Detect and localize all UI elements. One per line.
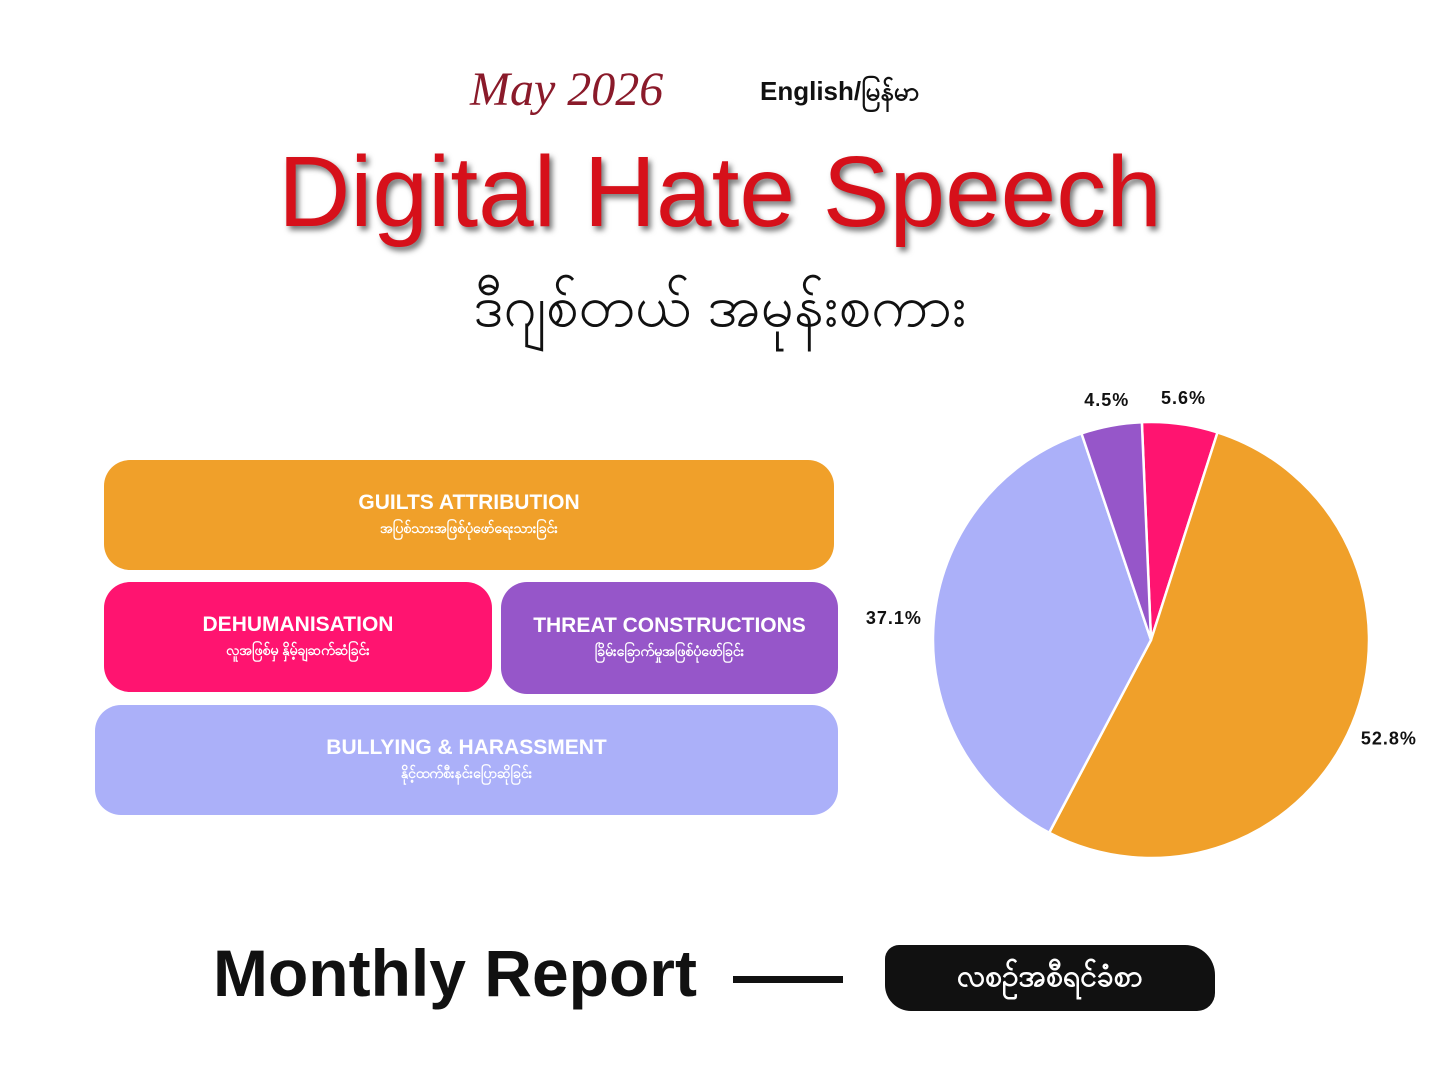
footer-label: Monthly Report bbox=[213, 936, 697, 1010]
pie-slice bbox=[1079, 420, 1153, 641]
subtitle: ဒီဂျစ်တယ် အမုန်းစကား bbox=[473, 274, 967, 339]
legend-label: BULLYING & HARASSMENT bbox=[326, 735, 607, 759]
date: May 2026 bbox=[470, 63, 664, 116]
legend-box: BULLYING & HARASSMENT နိုင့်ထက်စီးနင်းပြေ… bbox=[95, 705, 838, 815]
legend-label: DEHUMANISATION bbox=[202, 612, 394, 636]
dash bbox=[733, 976, 843, 983]
pie-slice bbox=[1047, 430, 1371, 860]
legend-sublabel: နိုင့်ထက်စီးနင်းပြောဆိုခြင်း bbox=[400, 764, 533, 781]
legend-box: DEHUMANISATION လူအဖြစ်မှ နှိမ့်ချဆက်ဆံခြင… bbox=[104, 582, 492, 692]
legend-sublabel: လူအဖြစ်မှ နှိမ့်ချဆက်ဆံခြင်း bbox=[226, 641, 370, 658]
legend-box: THREAT CONSTRUCTIONS ခြိမ်းခြောက်မှုအဖြစ်… bbox=[501, 582, 838, 694]
value-label: 4.5% bbox=[1084, 390, 1129, 410]
legend-label: THREAT CONSTRUCTIONS bbox=[533, 613, 806, 637]
value-label: 5.6% bbox=[1161, 388, 1206, 408]
language-toggle[interactable]: English/မြန်မာ bbox=[760, 76, 920, 106]
pie-slice bbox=[931, 431, 1153, 835]
value-label: 37.1% bbox=[866, 608, 922, 628]
title: Digital Hate Speech bbox=[278, 136, 1162, 248]
legend-box: GUILTS ATTRIBUTION အပြစ်သားအဖြစ်ပုံဖော်ရေ… bbox=[104, 460, 834, 570]
legend-sublabel: အပြစ်သားအဖြစ်ပုံဖော်ရေးသားခြင်း bbox=[380, 519, 558, 536]
legend-label: GUILTS ATTRIBUTION bbox=[358, 490, 580, 514]
legend-sublabel: ခြိမ်းခြောက်မှုအဖြစ်ပုံဖော်ခြင်း bbox=[594, 642, 745, 659]
value-label: 52.8% bbox=[1361, 729, 1417, 749]
footer-tag: လစဉ်အစီရင်ခံစာ bbox=[885, 945, 1215, 1011]
